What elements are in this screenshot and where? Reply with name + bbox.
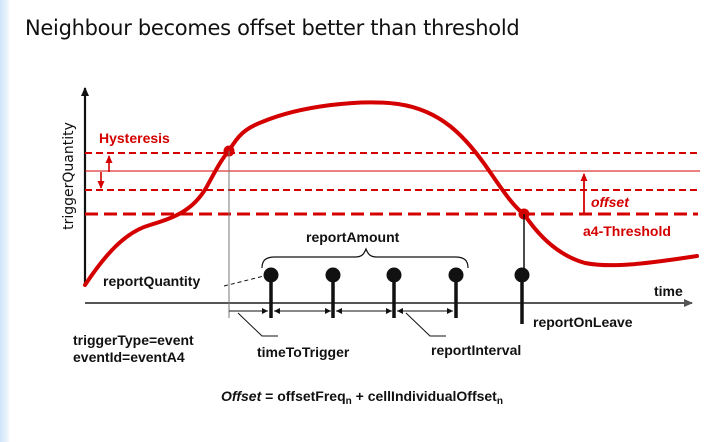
- formula-subscript-2: n: [496, 396, 503, 407]
- formula-subscript-1: n: [345, 396, 352, 407]
- formula-lhs: Offset: [221, 388, 262, 404]
- leader-lines: [223, 275, 446, 337]
- report-stem-4: [448, 267, 464, 318]
- report-quantity-label: reportQuantity: [103, 273, 200, 289]
- report-quantity-leader: [223, 275, 265, 287]
- offset-label: offset: [591, 194, 630, 210]
- report-on-leave-stem: [514, 267, 530, 324]
- report-stem-1: [263, 267, 279, 318]
- hysteresis-arrows-icon: [97, 155, 113, 189]
- report-amount-brace: [261, 247, 469, 269]
- offset-formula: Offset = offsetFreqn + cellIndividualOff…: [0, 388, 724, 407]
- report-amount-label: reportAmount: [306, 229, 400, 245]
- formula-cell-individual-offset: + cellIndividualOffset: [351, 388, 497, 404]
- report-interval-label: reportInterval: [431, 342, 521, 358]
- trigger-quantity-curve: [83, 100, 699, 287]
- x-axis-label: time: [654, 283, 683, 299]
- formula-offset-freq: = offsetFreq: [261, 388, 346, 404]
- time-to-trigger-leader: [237, 312, 278, 337]
- trigger-type-label: triggerType=event: [73, 332, 194, 348]
- report-stem-3: [386, 267, 402, 318]
- time-to-trigger-label: timeToTrigger: [257, 344, 350, 360]
- threshold-label: a4-Threshold: [583, 223, 671, 239]
- threshold-lines: [85, 152, 700, 216]
- y-axis-label: triggerQuantity: [61, 122, 77, 230]
- slide-title: Neighbour becomes offset better than thr…: [25, 16, 520, 40]
- slide-left-accent-strip: [0, 0, 10, 442]
- hysteresis-label: Hysteresis: [99, 130, 170, 146]
- event-id-label: eventId=eventA4: [73, 349, 185, 365]
- report-stem-2: [325, 267, 341, 318]
- report-on-leave-label: reportOnLeave: [533, 314, 633, 330]
- report-interval-leader: [405, 312, 446, 337]
- report-stems: [263, 267, 530, 324]
